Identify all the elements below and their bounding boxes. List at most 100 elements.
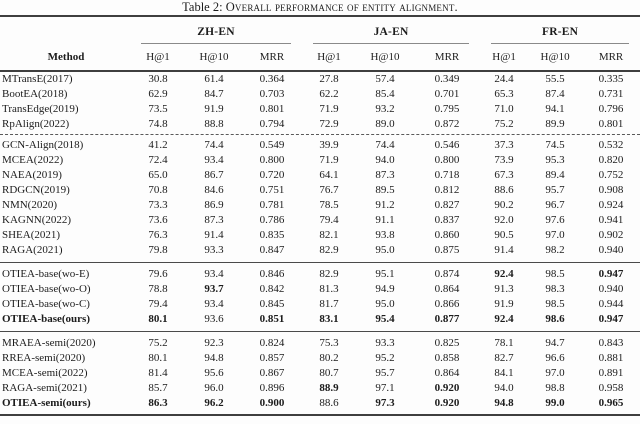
value-cell: 93.3 xyxy=(204,244,224,256)
solid-rule xyxy=(0,327,640,336)
value-cell: 87.3 xyxy=(204,214,224,226)
value-cell: 0.843 xyxy=(598,337,624,349)
method-column-header: Method xyxy=(0,44,130,72)
value-cell: 90.5 xyxy=(494,229,514,241)
value-cell: 99.0 xyxy=(545,397,565,409)
value-cell: 0.801 xyxy=(259,103,285,115)
value-cell: 0.842 xyxy=(259,283,285,295)
value-cell: 0.781 xyxy=(259,199,285,211)
group-label-zh-en: ZH-EN xyxy=(197,26,235,38)
method-cell: RpAlign(2022) xyxy=(2,118,70,130)
col-header-zh-mrr: MRR xyxy=(242,44,303,72)
value-cell: 73.9 xyxy=(494,154,514,166)
table-row: RDGCN(2019) 70.8 84.6 0.751 76.7 89.5 0.812 88.… xyxy=(0,183,640,198)
value-cell: 78.5 xyxy=(319,199,339,211)
value-cell: 95.6 xyxy=(204,367,224,379)
value-cell: 94.0 xyxy=(375,154,395,166)
value-cell: 0.720 xyxy=(259,169,285,181)
value-cell: 0.864 xyxy=(434,367,460,379)
value-cell: 93.4 xyxy=(204,154,224,166)
method-cell: MCEA(2022) xyxy=(2,154,64,166)
value-cell: 0.532 xyxy=(598,139,624,151)
method-cell: OTIEA-base(wo-O) xyxy=(2,283,91,295)
col-header-zh-h10: H@10 xyxy=(186,44,242,72)
value-cell: 61.4 xyxy=(204,73,224,85)
value-cell: 71.9 xyxy=(319,103,339,115)
value-cell: 94.9 xyxy=(375,283,395,295)
value-cell: 62.2 xyxy=(319,88,339,100)
value-cell: 80.2 xyxy=(319,352,339,364)
caption-title: Overall performance of entity alignment. xyxy=(225,0,458,14)
value-cell: 74.8 xyxy=(148,118,168,130)
value-cell: 83.1 xyxy=(319,313,339,325)
value-cell: 37.3 xyxy=(494,139,514,151)
value-cell: 91.1 xyxy=(375,214,395,226)
table-row: RpAlign(2022) 74.8 88.8 0.794 72.9 89.0 0.872 7… xyxy=(0,117,640,132)
value-cell: 95.3 xyxy=(545,154,565,166)
value-cell: 0.881 xyxy=(598,352,624,364)
value-cell: 72.9 xyxy=(319,118,339,130)
value-cell: 0.947 xyxy=(598,313,624,325)
value-cell: 78.1 xyxy=(494,337,514,349)
value-cell: 97.3 xyxy=(375,397,395,409)
value-cell: 94.0 xyxy=(494,382,514,394)
value-cell: 95.7 xyxy=(545,184,565,196)
value-cell: 91.9 xyxy=(204,103,224,115)
value-cell: 0.847 xyxy=(259,244,285,256)
value-cell: 0.827 xyxy=(434,199,460,211)
value-cell: 93.4 xyxy=(204,298,224,310)
value-cell: 89.9 xyxy=(545,118,565,130)
value-cell: 85.4 xyxy=(375,88,395,100)
value-cell: 0.866 xyxy=(434,298,460,310)
table-row: OTIEA-base(wo-O) 78.8 93.7 0.842 81.3 94.9 0.8… xyxy=(0,282,640,297)
method-cell: RDGCN(2019) xyxy=(2,184,70,196)
value-cell: 0.812 xyxy=(434,184,460,196)
value-cell: 67.3 xyxy=(494,169,514,181)
value-cell: 0.857 xyxy=(259,352,285,364)
heavy-rule xyxy=(0,411,640,416)
value-cell: 39.9 xyxy=(319,139,339,151)
group-header-row: ZH-EN JA-EN FR-EN xyxy=(0,15,640,44)
table-row: GCN-Align(2018) 41.2 74.4 0.549 39.9 74.4 0.54… xyxy=(0,138,640,153)
value-cell: 0.920 xyxy=(434,382,460,394)
method-cell: OTIEA-base(wo-E) xyxy=(2,268,90,280)
value-cell: 79.8 xyxy=(148,244,168,256)
value-cell: 98.3 xyxy=(545,283,565,295)
table-row: NAEA(2019) 65.0 86.7 0.720 64.1 87.3 0.718 67.3… xyxy=(0,168,640,183)
value-cell: 98.2 xyxy=(545,244,565,256)
value-cell: 75.2 xyxy=(494,118,514,130)
group-label-fr-en: FR-EN xyxy=(541,26,579,38)
method-cell: RREA-semi(2020) xyxy=(2,352,86,364)
value-cell: 0.718 xyxy=(434,169,460,181)
value-cell: 96.0 xyxy=(204,382,224,394)
table-row: KAGNN(2022) 73.6 87.3 0.786 79.4 91.1 0.837 92.… xyxy=(0,213,640,228)
value-cell: 0.837 xyxy=(434,214,460,226)
value-cell: 65.3 xyxy=(494,88,514,100)
value-cell: 0.940 xyxy=(598,244,624,256)
value-cell: 95.0 xyxy=(375,244,395,256)
value-cell: 0.941 xyxy=(598,214,624,226)
value-cell: 0.825 xyxy=(434,337,460,349)
value-cell: 0.795 xyxy=(434,103,460,115)
table-row: TransEdge(2019) 73.5 91.9 0.801 71.9 93.2 0.79… xyxy=(0,102,640,117)
value-cell: 71.9 xyxy=(319,154,339,166)
method-cell: OTIEA-semi(ours) xyxy=(2,397,91,409)
col-header-fr-h10: H@10 xyxy=(528,44,583,72)
value-cell: 0.947 xyxy=(598,268,624,280)
method-cell: MTransE(2017) xyxy=(2,73,73,85)
value-cell: 0.896 xyxy=(259,382,285,394)
solid-rule xyxy=(0,258,640,267)
value-cell: 89.4 xyxy=(545,169,565,181)
value-cell: 94.8 xyxy=(494,397,514,409)
value-cell: 0.824 xyxy=(259,337,285,349)
table-row: RAGA-semi(2021) 85.7 96.0 0.896 88.9 97.1 0.92… xyxy=(0,381,640,396)
value-cell: 75.3 xyxy=(319,337,339,349)
method-cell: NAEA(2019) xyxy=(2,169,62,181)
value-cell: 0.875 xyxy=(434,244,460,256)
value-cell: 94.1 xyxy=(545,103,565,115)
value-cell: 97.0 xyxy=(545,367,565,379)
method-cell: MCEA-semi(2022) xyxy=(2,367,88,379)
group-label-ja-en: JA-EN xyxy=(373,26,409,38)
value-cell: 92.4 xyxy=(494,313,514,325)
